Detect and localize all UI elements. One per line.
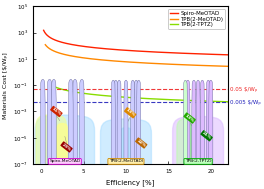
Text: 22%: 22% (136, 138, 147, 148)
Text: TPB(2-TPTZ): TPB(2-TPTZ) (185, 160, 211, 163)
Ellipse shape (35, 115, 95, 189)
Line: TPB(2-TPTZ): TPB(2-TPTZ) (54, 86, 228, 102)
Circle shape (73, 79, 77, 189)
Spiro-MeOTAD (201, 53, 204, 55)
X-axis label: Efficiency [%]: Efficiency [%] (106, 180, 154, 186)
TPB(2-MeOTAD) (226, 65, 229, 67)
Spiro-MeOTAD (53, 39, 56, 41)
Ellipse shape (36, 115, 67, 189)
Circle shape (183, 80, 187, 189)
Ellipse shape (185, 124, 195, 189)
TPB(2-TPTZ) (226, 101, 229, 103)
Spiro-MeOTAD (42, 29, 45, 31)
Ellipse shape (173, 116, 224, 189)
Text: 13%: 13% (125, 108, 136, 118)
TPB(2-MeOTAD) (154, 62, 158, 65)
TPB(2-TPTZ) (202, 100, 205, 102)
TPB(2-MeOTAD) (201, 64, 204, 67)
Circle shape (192, 80, 196, 189)
Circle shape (131, 80, 135, 189)
Ellipse shape (177, 118, 202, 189)
TPB(2-TPTZ) (153, 98, 157, 100)
Ellipse shape (101, 119, 152, 189)
TPB(2-MeOTAD) (55, 51, 58, 53)
Circle shape (209, 80, 213, 189)
Circle shape (137, 80, 141, 189)
Circle shape (200, 80, 204, 189)
Circle shape (117, 80, 121, 189)
Spiro-MeOTAD (226, 54, 229, 56)
Circle shape (196, 80, 200, 189)
TPB(2-TPTZ) (184, 99, 187, 101)
Text: 13%: 13% (184, 113, 195, 123)
Spiro-MeOTAD (182, 52, 185, 54)
Circle shape (79, 79, 84, 189)
Text: 11%: 11% (51, 107, 62, 116)
Text: 0.05 $/Wₚ: 0.05 $/Wₚ (230, 87, 258, 92)
Circle shape (124, 80, 128, 189)
Circle shape (111, 80, 115, 189)
Y-axis label: Materials Cost [$/Wₚ]: Materials Cost [$/Wₚ] (3, 52, 8, 119)
TPB(2-TPTZ) (63, 89, 66, 91)
Ellipse shape (120, 128, 132, 189)
Circle shape (40, 79, 45, 189)
Ellipse shape (57, 124, 67, 189)
Circle shape (68, 79, 73, 189)
Circle shape (114, 80, 118, 189)
Ellipse shape (192, 126, 204, 189)
Circle shape (134, 80, 138, 189)
Line: TPB(2-MeOTAD): TPB(2-MeOTAD) (45, 45, 228, 66)
TPB(2-MeOTAD) (150, 62, 153, 64)
Legend: Spiro-MeOTAD, TPB(2-MeOTAD), TPB(2-TPTZ): Spiro-MeOTAD, TPB(2-MeOTAD), TPB(2-TPTZ) (168, 9, 225, 29)
Circle shape (51, 79, 56, 189)
TPB(2-TPTZ) (52, 85, 55, 88)
Spiro-MeOTAD (149, 51, 152, 53)
Text: TPB(2-MeOTAD): TPB(2-MeOTAD) (109, 160, 143, 163)
TPB(2-MeOTAD) (182, 64, 185, 66)
Text: 21%: 21% (201, 131, 212, 141)
Text: 23%: 23% (61, 142, 72, 152)
TPB(2-MeOTAD) (44, 44, 47, 46)
Text: Spiro-MeOTAD: Spiro-MeOTAD (49, 160, 81, 163)
TPB(2-TPTZ) (158, 98, 161, 100)
Text: 0.005 $/Wₚ: 0.005 $/Wₚ (230, 100, 261, 105)
Line: Spiro-MeOTAD: Spiro-MeOTAD (44, 30, 228, 55)
Spiro-MeOTAD (159, 51, 163, 53)
TPB(2-TPTZ) (163, 98, 166, 101)
Circle shape (206, 80, 210, 189)
TPB(2-MeOTAD) (160, 63, 163, 65)
Circle shape (186, 80, 190, 189)
Spiro-MeOTAD (154, 51, 157, 53)
Circle shape (47, 79, 52, 189)
